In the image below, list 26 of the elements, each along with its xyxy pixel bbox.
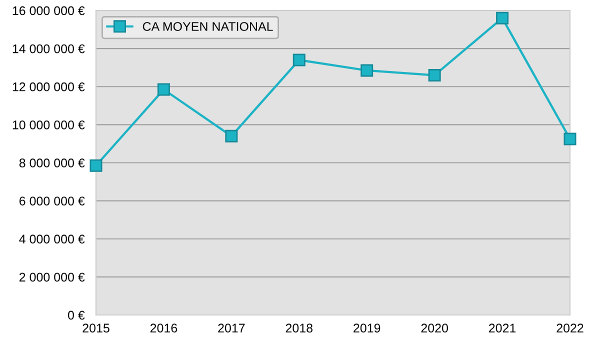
point [496,12,509,24]
point [564,132,576,146]
x-tick-label: 2016 [150,324,178,333]
x-tick-label: 2018 [286,324,313,333]
point [225,130,238,142]
x-tick-label: 2019 [354,324,380,333]
y-tick-label: 8 000 000 € [19,158,85,168]
point [292,54,306,66]
y-tick-label: 0 € [68,310,85,320]
x-tick-label: 2021 [489,324,516,333]
point [428,68,441,82]
y-tick-label: 6 000 000 € [19,196,85,206]
legend-label: CA MOYEN NATIONAL [142,22,273,31]
point [157,83,170,96]
y-tick-label: 12 000 000 € [12,82,85,92]
x-tick-label: 2020 [421,324,448,333]
point [360,64,374,77]
y-tick-label: 14 000 000 € [12,44,85,54]
y-tick-label: 16 000 000 € [12,6,85,16]
y-tick-label: 10 000 000 € [12,120,85,130]
y-tick-label: 2 000 000 € [19,272,85,282]
point [90,159,102,172]
x-tick-label: 2017 [218,324,245,333]
y-tick-label: 4 000 000 € [19,234,85,244]
x-tick-label: 2022 [556,324,584,333]
x-tick-label: 2015 [82,324,110,333]
